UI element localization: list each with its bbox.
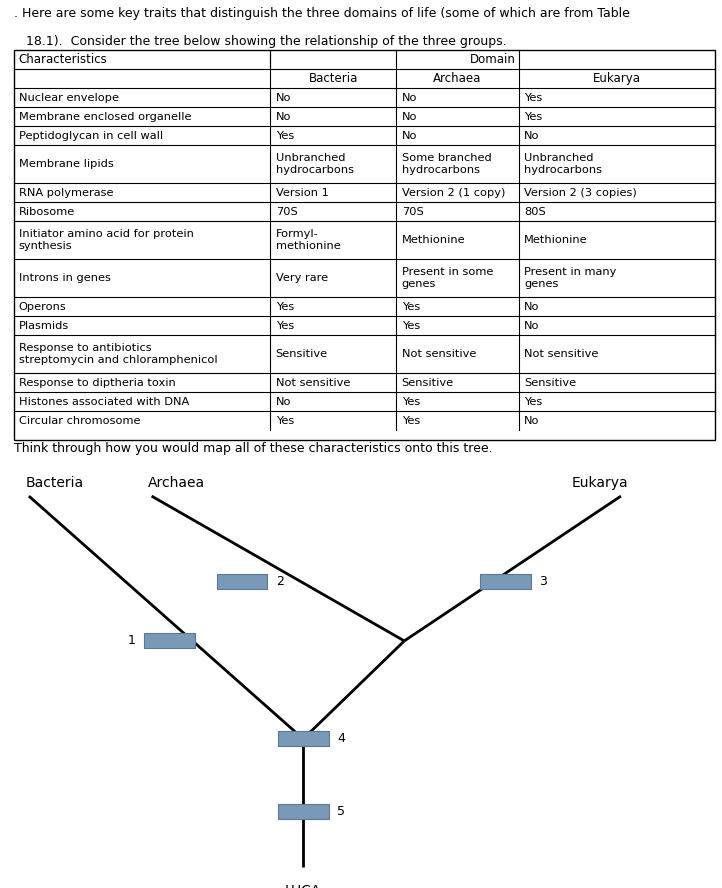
Text: Not sensitive: Not sensitive xyxy=(276,378,350,388)
Text: Sensitive: Sensitive xyxy=(276,349,328,360)
Text: Nuclear envelope: Nuclear envelope xyxy=(19,92,118,102)
Text: Yes: Yes xyxy=(401,321,420,331)
Text: 2: 2 xyxy=(276,575,284,588)
Text: No: No xyxy=(524,416,540,426)
Text: No: No xyxy=(524,131,540,140)
Text: Eukarya: Eukarya xyxy=(572,476,628,489)
Text: Response to diptheria toxin: Response to diptheria toxin xyxy=(19,378,175,388)
Text: Ribosome: Ribosome xyxy=(19,207,75,217)
Text: Yes: Yes xyxy=(276,302,294,312)
Text: Not sensitive: Not sensitive xyxy=(401,349,476,360)
Text: Operons: Operons xyxy=(19,302,66,312)
Text: Histones associated with DNA: Histones associated with DNA xyxy=(19,397,189,407)
Text: Present in some
genes: Present in some genes xyxy=(401,267,493,289)
Bar xyxy=(278,732,329,746)
Text: Sensitive: Sensitive xyxy=(524,378,576,388)
Bar xyxy=(480,574,531,589)
Text: 1: 1 xyxy=(128,634,136,647)
Text: Formyl-
methionine: Formyl- methionine xyxy=(276,229,340,251)
Text: No: No xyxy=(524,302,540,312)
Text: 3: 3 xyxy=(539,575,547,588)
Bar xyxy=(144,633,195,648)
Text: No: No xyxy=(276,397,291,407)
Text: No: No xyxy=(276,92,291,102)
Text: Domain: Domain xyxy=(469,53,516,66)
Text: No: No xyxy=(401,92,417,102)
Text: Version 1: Version 1 xyxy=(276,187,329,198)
Text: Unbranched
hydrocarbons: Unbranched hydrocarbons xyxy=(524,153,602,175)
Text: Peptidoglycan in cell wall: Peptidoglycan in cell wall xyxy=(19,131,162,140)
Text: No: No xyxy=(401,131,417,140)
Text: Introns in genes: Introns in genes xyxy=(19,274,110,283)
Text: 5: 5 xyxy=(337,805,345,818)
Text: Yes: Yes xyxy=(401,397,420,407)
Text: Yes: Yes xyxy=(524,112,542,122)
Text: 70S: 70S xyxy=(276,207,297,217)
Text: Response to antibiotics
streptomycin and chloramphenicol: Response to antibiotics streptomycin and… xyxy=(19,344,217,365)
Text: 4: 4 xyxy=(337,733,345,745)
Text: Sensitive: Sensitive xyxy=(401,378,454,388)
Text: Membrane enclosed organelle: Membrane enclosed organelle xyxy=(19,112,191,122)
Text: Not sensitive: Not sensitive xyxy=(524,349,599,360)
Text: Yes: Yes xyxy=(401,302,420,312)
Text: Unbranched
hydrocarbons: Unbranched hydrocarbons xyxy=(276,153,354,175)
Text: Methionine: Methionine xyxy=(524,235,588,245)
Text: Characteristics: Characteristics xyxy=(18,53,107,66)
Text: Yes: Yes xyxy=(276,416,294,426)
Text: Circular chromosome: Circular chromosome xyxy=(19,416,140,426)
Bar xyxy=(278,804,329,819)
Text: No: No xyxy=(401,112,417,122)
Text: Initiator amino acid for protein
synthesis: Initiator amino acid for protein synthes… xyxy=(19,229,193,251)
Text: No: No xyxy=(276,112,291,122)
Text: . Here are some key traits that distinguish the three domains of life (some of w: . Here are some key traits that distingu… xyxy=(14,7,630,20)
Text: Think through how you would map all of these characteristics onto this tree.: Think through how you would map all of t… xyxy=(14,442,493,456)
Bar xyxy=(217,574,267,589)
Text: RNA polymerase: RNA polymerase xyxy=(19,187,113,198)
Text: Yes: Yes xyxy=(276,131,294,140)
Text: Very rare: Very rare xyxy=(276,274,328,283)
Text: Archaea: Archaea xyxy=(148,476,205,489)
Text: Yes: Yes xyxy=(524,92,542,102)
Text: Version 2 (3 copies): Version 2 (3 copies) xyxy=(524,187,637,198)
Text: Yes: Yes xyxy=(524,397,542,407)
Text: Present in many
genes: Present in many genes xyxy=(524,267,617,289)
Text: Eukarya: Eukarya xyxy=(593,72,640,85)
Text: 70S: 70S xyxy=(401,207,424,217)
Text: Yes: Yes xyxy=(401,416,420,426)
Text: Methionine: Methionine xyxy=(401,235,466,245)
Text: 80S: 80S xyxy=(524,207,546,217)
Text: Bacteria: Bacteria xyxy=(25,476,84,489)
Text: Archaea: Archaea xyxy=(433,72,482,85)
Text: LUCA: LUCA xyxy=(285,884,321,888)
Text: No: No xyxy=(524,321,540,331)
Text: Some branched
hydrocarbons: Some branched hydrocarbons xyxy=(401,153,492,175)
Text: 18.1).  Consider the tree below showing the relationship of the three groups.: 18.1). Consider the tree below showing t… xyxy=(14,35,507,48)
Text: Bacteria: Bacteria xyxy=(308,72,358,85)
Text: Yes: Yes xyxy=(276,321,294,331)
Text: Version 2 (1 copy): Version 2 (1 copy) xyxy=(401,187,505,198)
Text: Membrane lipids: Membrane lipids xyxy=(19,159,113,169)
Text: Plasmids: Plasmids xyxy=(19,321,69,331)
